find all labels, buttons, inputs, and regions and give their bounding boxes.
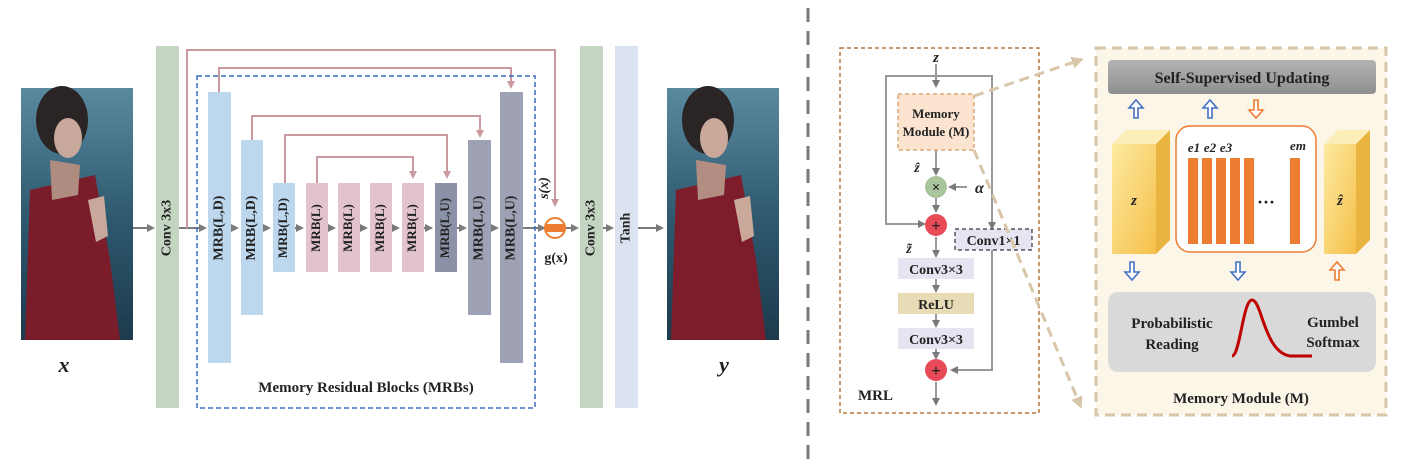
mrb-block: MRB(L,D): [208, 92, 231, 363]
mrb-blocks: MRB(L,D) MRB(L,D) MRB(L,D) MRB(L) MRB(L)…: [208, 92, 523, 363]
conv-in-block: Conv 3x3: [156, 46, 179, 408]
svg-text:MRB(L,D): MRB(L,D): [212, 195, 227, 260]
svg-text:Memory: Memory: [912, 106, 960, 121]
svg-text:Probabilistic: Probabilistic: [1131, 316, 1213, 332]
mrb-block: MRB(L,U): [468, 140, 491, 315]
add-node-1: +: [925, 214, 947, 236]
zhat-cube-label: ẑ: [1336, 193, 1344, 209]
self-supervised-box: Self-Supervised Updating: [1108, 60, 1376, 94]
mrl-box: [839, 47, 1040, 414]
svg-text:MRB(L,U): MRB(L,U): [472, 195, 487, 260]
tanh-label: Tanh: [619, 212, 634, 243]
svg-text:Gumbel: Gumbel: [1307, 315, 1359, 331]
mrb-block: MRB(L): [338, 183, 360, 272]
mrl-flow: [885, 64, 996, 406]
input-variable: x: [58, 352, 70, 377]
add-node-2: +: [925, 359, 947, 381]
conv-in-label: Conv 3x3: [160, 200, 175, 256]
memory-module-caption: Memory Module (M): [1173, 391, 1309, 407]
z-cube-label: z: [1130, 193, 1137, 209]
svg-text:MRB(L,D): MRB(L,D): [275, 198, 290, 258]
memory-items: ··· e1 e2 e3 em: [1175, 125, 1317, 253]
svg-text:MRB(L): MRB(L): [308, 204, 323, 252]
mrb-block: MRB(L): [402, 183, 424, 272]
mrb-block: MRB(L): [370, 183, 392, 272]
relu-block: ReLU: [898, 293, 974, 314]
svg-text:e1: e1: [1188, 140, 1200, 155]
memory-dots: ···: [1257, 192, 1275, 212]
svg-text:+: +: [931, 216, 941, 235]
tanh-block: Tanh: [615, 46, 638, 408]
gate-node: s(x) g(x): [537, 177, 568, 266]
conv1x1-block: Conv1×1: [954, 228, 1033, 251]
svg-text:ReLU: ReLU: [918, 298, 954, 313]
svg-text:+: +: [931, 361, 941, 380]
mrb-block: MRB(L,U): [435, 183, 457, 272]
svg-text:MRB(L): MRB(L): [404, 204, 419, 252]
memory-slot: [1202, 158, 1212, 244]
memory-slot: [1290, 158, 1300, 244]
mrb-block: MRB(L,D): [241, 140, 263, 315]
mrl-memory-module: Memory Module (M): [897, 93, 975, 151]
memory-slot: [1244, 158, 1254, 244]
gumbel-curve: [1230, 298, 1312, 358]
output-image: [667, 86, 779, 340]
memory-slot: [1216, 158, 1226, 244]
z-cube: z: [1112, 130, 1170, 254]
mrb-group-box: [196, 75, 536, 409]
mrl-label: MRL: [858, 388, 893, 404]
zoom-lines: [972, 56, 1084, 409]
conv3x3-b-block: Conv3×3: [898, 328, 974, 349]
svg-text:Softmax: Softmax: [1306, 335, 1360, 351]
mrl-ztilde: z̃: [905, 242, 912, 257]
gate-s-label: s(x): [537, 177, 552, 200]
mrb-group-label: Memory Residual Blocks (MRBs): [258, 380, 473, 396]
zhat-cube: ẑ: [1324, 130, 1370, 254]
mrl-alpha: α: [975, 180, 985, 197]
mrl-z-input: z: [932, 50, 939, 66]
self-supervised-label: Self-Supervised Updating: [1155, 70, 1330, 87]
mrb-block: MRB(L): [306, 183, 328, 272]
memory-slot: [1230, 158, 1240, 244]
svg-text:×: ×: [932, 180, 941, 196]
svg-text:Reading: Reading: [1145, 337, 1199, 353]
update-arrows: [1123, 98, 1346, 282]
conv-out-label: Conv 3x3: [584, 200, 599, 256]
mrl-zhat: ẑ: [913, 161, 920, 176]
output-variable: y: [716, 352, 729, 377]
svg-text:MRB(L): MRB(L): [372, 204, 387, 252]
skip-connections: [186, 49, 559, 228]
mrb-block: MRB(L,D): [273, 183, 295, 272]
svg-text:em: em: [1290, 138, 1306, 153]
svg-text:e2: e2: [1204, 140, 1217, 155]
svg-text:Conv3×3: Conv3×3: [909, 263, 963, 278]
conv3x3-a-block: Conv3×3: [898, 258, 974, 279]
conv1x1-label: Conv1×1: [967, 234, 1021, 249]
svg-text:MRB(L): MRB(L): [340, 204, 355, 252]
conv-out-block: Conv 3x3: [580, 46, 603, 408]
mrb-block: MRB(L,U): [500, 92, 523, 363]
svg-text:Module (M): Module (M): [903, 124, 970, 139]
svg-text:MRB(L,U): MRB(L,U): [504, 195, 519, 260]
svg-text:e3: e3: [1220, 140, 1233, 155]
svg-text:MRB(L,D): MRB(L,D): [244, 195, 259, 260]
multiply-node: ×: [925, 176, 947, 198]
gate-g-label: g(x): [544, 251, 568, 266]
memory-slot: [1188, 158, 1198, 244]
probabilistic-reading-box: Probabilistic Reading Gumbel Softmax: [1108, 292, 1376, 372]
input-image: [21, 86, 133, 340]
svg-text:MRB(L,U): MRB(L,U): [437, 198, 452, 258]
svg-text:Conv3×3: Conv3×3: [909, 333, 963, 348]
